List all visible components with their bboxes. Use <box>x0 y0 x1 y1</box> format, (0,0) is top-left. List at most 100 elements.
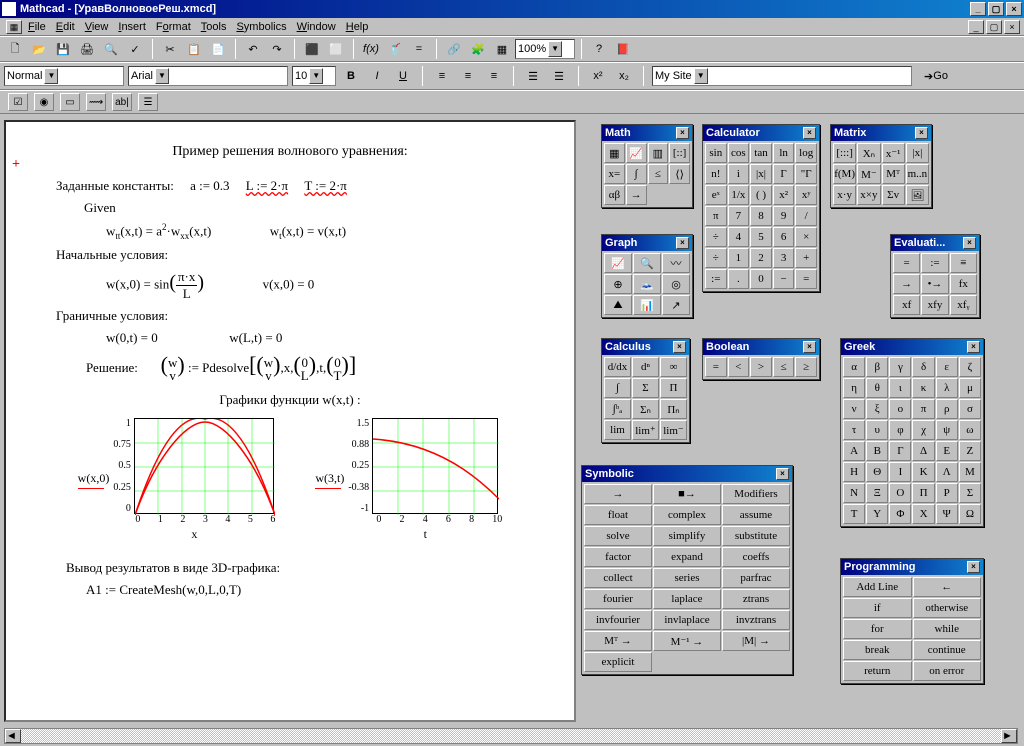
insert-button[interactable]: 🧩 <box>467 39 489 59</box>
greek-palette-close-icon[interactable]: × <box>967 341 980 353</box>
palette-button[interactable]: π <box>705 206 727 226</box>
palette-button[interactable]: θ <box>866 378 888 398</box>
palette-button[interactable]: break <box>843 640 912 660</box>
palette-button[interactable]: 1 <box>728 248 750 268</box>
palette-button[interactable]: Φ <box>889 504 911 524</box>
palette-button[interactable]: μ <box>959 378 981 398</box>
palette-button[interactable]: explicit <box>584 652 652 672</box>
unit-button[interactable]: 🥤 <box>384 39 406 59</box>
menu-window[interactable]: Window <box>297 21 336 33</box>
palette-button[interactable]: invfourier <box>584 610 652 630</box>
palette-button[interactable]: while <box>913 619 982 639</box>
palette-button[interactable]: κ <box>912 378 934 398</box>
graph-toolbar-icon[interactable]: 📈 <box>626 143 647 163</box>
palette-button[interactable]: factor <box>584 547 652 567</box>
palette-button[interactable]: 5 <box>750 227 772 247</box>
calc-toolbar-icon[interactable]: ▦ <box>604 143 625 163</box>
palette-button[interactable]: xʸ <box>795 185 817 205</box>
vector-plot-icon[interactable]: ↗ <box>662 295 690 315</box>
palette-button[interactable]: ο <box>889 399 911 419</box>
sub-button[interactable]: x₂ <box>613 66 635 86</box>
palette-button[interactable]: 8 <box>750 206 772 226</box>
limit-left-icon[interactable]: lim⁻ <box>660 420 687 440</box>
palette-button[interactable]: ÷ <box>705 248 727 268</box>
palette-button[interactable]: 1/x <box>728 185 750 205</box>
palette-button[interactable]: cos <box>728 143 750 163</box>
palette-button[interactable]: xfᵧ <box>950 295 977 315</box>
palette-button[interactable]: if <box>843 598 912 618</box>
calc-button[interactable]: = <box>408 39 430 59</box>
palette-button[interactable]: Β <box>866 441 888 461</box>
palette-button[interactable]: 2 <box>750 248 772 268</box>
palette-button[interactable]: assume <box>722 505 790 525</box>
size-combo[interactable]: 10▼ <box>292 66 336 86</box>
palette-button[interactable]: M⁻¹ → <box>653 631 721 651</box>
palette-button[interactable]: x² <box>773 185 795 205</box>
palette-button[interactable]: collect <box>584 568 652 588</box>
boolean-palette-close-icon[interactable]: × <box>803 341 816 353</box>
palette-button[interactable]: υ <box>866 420 888 440</box>
palette-button[interactable]: δ <box>912 357 934 377</box>
palette-button[interactable]: π <box>912 399 934 419</box>
doc-sysmenu-icon[interactable]: ▦ <box>6 20 22 34</box>
palette-button[interactable]: × <box>795 227 817 247</box>
list-control-icon[interactable]: ☰ <box>138 93 158 111</box>
doc-maximize-button[interactable]: ▢ <box>986 20 1002 34</box>
doc-close-button[interactable]: × <box>1004 20 1020 34</box>
palette-button[interactable]: otherwise <box>913 598 982 618</box>
palette-button[interactable]: |x| <box>906 143 929 163</box>
palette-button[interactable]: ( ) <box>750 185 772 205</box>
menu-file[interactable]: File <box>28 21 46 33</box>
palette-button[interactable]: λ <box>936 378 958 398</box>
palette-button[interactable]: fourier <box>584 589 652 609</box>
cut-button[interactable]: ✂ <box>159 39 181 59</box>
paste-button[interactable]: 📄 <box>207 39 229 59</box>
mysite-combo[interactable]: My Site▼ <box>652 66 912 86</box>
palette-button[interactable]: 0 <box>750 269 772 289</box>
zoom-combo[interactable]: 100%▼ <box>515 39 575 59</box>
boolean-toolbar-icon[interactable]: ≤ <box>648 164 669 184</box>
palette-button[interactable]: f(M) <box>833 164 856 184</box>
symbolic-toolbar-icon[interactable]: → <box>626 185 647 205</box>
palette-button[interactable]: i <box>728 164 750 184</box>
symbolic-palette-close-icon[interactable]: × <box>776 468 789 480</box>
programming-palette-close-icon[interactable]: × <box>967 561 980 573</box>
palette-button[interactable]: Ζ <box>959 441 981 461</box>
palette-button[interactable]: = <box>705 357 727 377</box>
palette-button[interactable]: → <box>584 484 652 504</box>
palette-button[interactable]: Ι <box>889 462 911 482</box>
palette-button[interactable]: 9 <box>773 206 795 226</box>
palette-button[interactable]: Λ <box>936 462 958 482</box>
palette-button[interactable]: = <box>893 253 920 273</box>
palette-button[interactable]: |x| <box>750 164 772 184</box>
underline-button[interactable]: U <box>392 66 414 86</box>
palette-button[interactable]: Ν <box>843 483 865 503</box>
vector-toolbar-icon[interactable]: ▥ <box>648 143 669 163</box>
palette-button[interactable]: ztrans <box>722 589 790 609</box>
surface-plot-icon[interactable]: 🗻 <box>633 274 661 294</box>
palette-button[interactable]: x×y <box>857 185 880 205</box>
palette-button[interactable]: x·y <box>833 185 856 205</box>
palette-button[interactable]: Ψ <box>936 504 958 524</box>
palette-button[interactable]: [:::] <box>833 143 856 163</box>
super-button[interactable]: x² <box>587 66 609 86</box>
font-combo[interactable]: Arial▼ <box>128 66 288 86</box>
palette-button[interactable]: Τ <box>843 504 865 524</box>
palette-button[interactable]: ln <box>773 143 795 163</box>
palette-button[interactable]: Ο <box>889 483 911 503</box>
palette-button[interactable]: eˣ <box>705 185 727 205</box>
palette-button[interactable]: Η <box>843 462 865 482</box>
italic-button[interactable]: I <box>366 66 388 86</box>
palette-button[interactable]: + <box>795 248 817 268</box>
palette-button[interactable]: Μ <box>959 462 981 482</box>
open-button[interactable]: 📂 <box>28 39 50 59</box>
palette-button[interactable]: Σ <box>959 483 981 503</box>
align-left-button[interactable]: ≡ <box>431 66 453 86</box>
menu-edit[interactable]: Edit <box>56 21 75 33</box>
palette-button[interactable]: invlaplace <box>653 610 721 630</box>
palette-button[interactable]: Modifiers <box>722 484 790 504</box>
palette-button[interactable]: •→ <box>921 274 948 294</box>
palette-button[interactable]: Add Line <box>843 577 912 597</box>
calculus-palette-close-icon[interactable]: × <box>673 341 686 353</box>
palette-button[interactable]: 6 <box>773 227 795 247</box>
